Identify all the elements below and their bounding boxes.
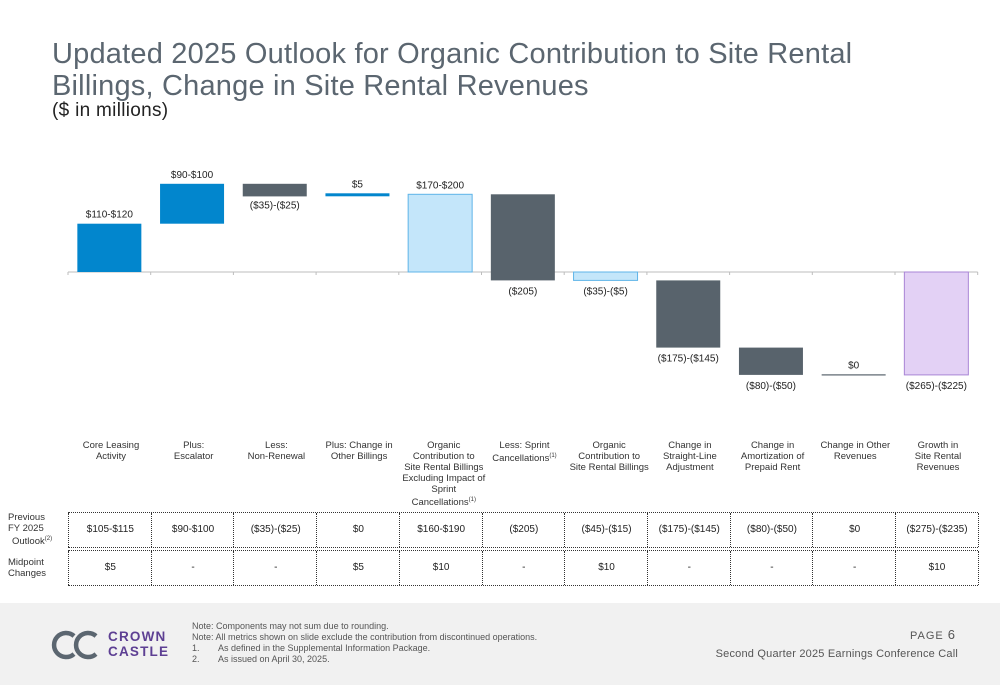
- table-cell: $10: [398, 551, 483, 585]
- waterfall-bar: [821, 374, 886, 376]
- crown-castle-logo: CROWN CASTLE: [50, 628, 190, 662]
- logo-wordmark: CROWN CASTLE: [108, 629, 170, 659]
- row-label-previous-outlook: Previous FY 2025 Outlook(2): [8, 512, 53, 548]
- waterfall-bar: [160, 183, 225, 224]
- waterfall-bar: [738, 347, 803, 375]
- waterfall-bar: [903, 271, 969, 376]
- waterfall-bar: [490, 194, 555, 281]
- bar-data-label: $170-$200: [416, 180, 464, 191]
- waterfall-bar: [242, 183, 307, 197]
- table-cell: ($205): [481, 513, 566, 547]
- table-cell: -: [729, 551, 814, 585]
- table-cell: $105-$115: [68, 513, 152, 547]
- table-cell: ($275)-($235): [895, 513, 979, 547]
- category-label: Plus: Change in Other Billings: [325, 440, 393, 462]
- category-label: Organic Contribution to Site Rental Billin…: [569, 440, 649, 473]
- category-label: Growth in Site Rental Revenues: [914, 440, 962, 473]
- table-cell: $0: [316, 513, 400, 547]
- table-cell: -: [481, 551, 566, 585]
- footer: CROWN CASTLE Note: Components may not sum…: [0, 603, 1000, 685]
- category-label: Core Leasing Activity: [82, 440, 140, 462]
- category-label: Change in Other Revenues: [820, 440, 891, 462]
- table-row: $105-$115 $90-$100 ($35)-($25) $0 $160-$…: [68, 512, 979, 548]
- waterfall-bar: [573, 271, 639, 281]
- table-cell: -: [150, 551, 235, 585]
- table-cell: $90-$100: [150, 513, 235, 547]
- note-line: Note: Components may not sum due to roun…: [192, 621, 389, 631]
- bar-data-label: ($205): [508, 286, 537, 297]
- bar-data-label: $5: [352, 179, 364, 190]
- category-label: Plus: Escalator: [173, 440, 214, 462]
- bar-data-label: $90-$100: [171, 170, 214, 181]
- category-label: Organic Contribution to Site Rental Billin…: [402, 440, 486, 509]
- waterfall-bar: [656, 280, 721, 348]
- table-row: $5 - - $5 $10 - $10 - - - $10: [68, 550, 979, 586]
- category-label: Less: Non-Renewal: [247, 440, 306, 462]
- page-title: Updated 2025 Outlook for Organic Contrib…: [52, 38, 853, 102]
- waterfall-bar: [325, 193, 390, 197]
- category-label: Change in Amortization of Prepaid Rent: [740, 440, 805, 473]
- footnote-1: 1. As defined in the Supplemental Informa…: [192, 643, 431, 653]
- bar-data-label: $110-$120: [86, 210, 134, 221]
- category-label: Less: Sprint Cancellations(1): [492, 440, 557, 465]
- bar-data-label: ($35)-($25): [250, 200, 300, 211]
- category-label: Change in Straight-Line Adjustment: [662, 440, 717, 473]
- table-cell: -: [233, 551, 317, 585]
- table-cell: ($175)-($145): [646, 513, 731, 547]
- page-number: PAGE 6: [910, 627, 956, 642]
- footnote-2: 2. As issued on April 30, 2025.: [192, 654, 330, 664]
- note-line: Note: All metrics shown on slide exclude…: [192, 632, 538, 642]
- table-cell: $5: [68, 551, 152, 585]
- table-cell: $5: [316, 551, 400, 585]
- table-cell: $10: [895, 551, 979, 585]
- footnotes: Note: Components may not sum due to roun…: [192, 621, 537, 665]
- page-subtitle: ($ in millions): [52, 100, 169, 121]
- waterfall-chart: $110-$120 $90-$100 ($35)-($25) $5 $170-$200 (…: [67, 170, 979, 392]
- bar-data-label: ($80)-($50): [746, 381, 796, 392]
- waterfall-bar: [77, 223, 142, 272]
- waterfall-bar: [407, 193, 473, 273]
- logo-mark-icon: [51, 630, 98, 660]
- bar-data-label: ($35)-($5): [583, 286, 627, 297]
- bar-data-label: $0: [848, 360, 860, 371]
- bar-data-label: ($175)-($145): [658, 354, 719, 365]
- table-cell: $0: [812, 513, 896, 547]
- table-cell: ($45)-($15): [564, 513, 648, 547]
- bar-data-label: ($265)-($225): [906, 381, 967, 392]
- table-cell: -: [812, 551, 896, 585]
- table-cell: ($35)-($25): [233, 513, 317, 547]
- table-cell: -: [646, 551, 731, 585]
- table-cell: ($80)-($50): [729, 513, 814, 547]
- table-cell: $10: [564, 551, 648, 585]
- table-cell: $160-$190: [398, 513, 483, 547]
- category-labels: Core Leasing Activity Plus: Escalator Less…: [68, 440, 978, 508]
- event-name: Second Quarter 2025 Earnings Conference …: [715, 648, 958, 660]
- row-label-midpoint-changes: Midpoint Changes: [8, 557, 47, 579]
